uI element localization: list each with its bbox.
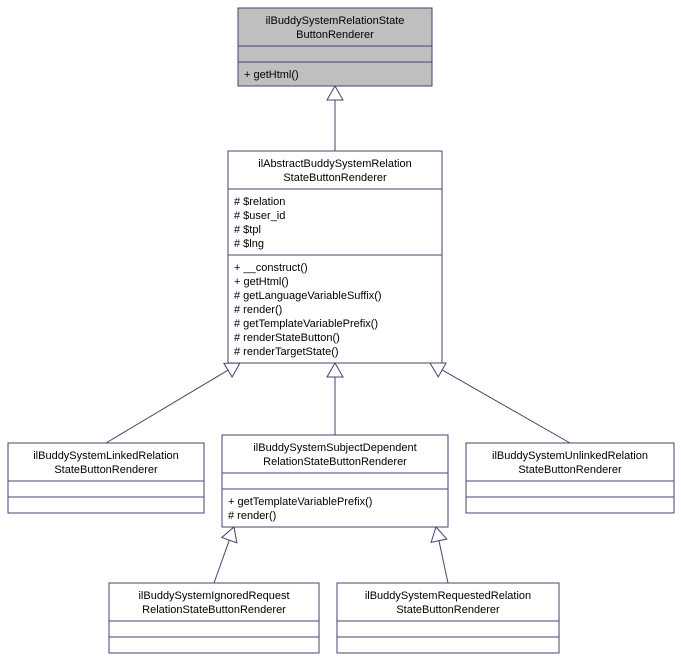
class-title: StateButtonRenderer (54, 464, 158, 476)
class-op: # getTemplateVariablePrefix() (234, 318, 378, 330)
class-op: + getHtml() (234, 276, 289, 288)
class-op: # getLanguageVariableSuffix() (234, 290, 382, 302)
class-attr: # $lng (234, 238, 264, 250)
class-title: ilAbstractBuddySystemRelation (258, 158, 411, 170)
class-unlinked: ilBuddySystemUnlinkedRelation StateButton… (466, 443, 674, 513)
class-op: + getTemplateVariablePrefix() (228, 496, 372, 508)
class-op: + __construct() (234, 262, 308, 274)
class-title: ilBuddySystemLinkedRelation (33, 450, 179, 462)
class-title: ilBuddySystemUnlinkedRelation (492, 450, 648, 462)
class-op: # renderStateButton() (234, 332, 340, 344)
class-abstract: ilAbstractBuddySystemRelation StateButton… (228, 151, 442, 363)
class-title: ilBuddySystemSubjectDependent (253, 442, 416, 454)
class-title: RelationStateButtonRenderer (142, 604, 286, 616)
class-ignored: ilBuddySystemIgnoredRequest RelationState… (109, 583, 319, 653)
class-title: ilBuddySystemIgnoredRequest (138, 590, 289, 602)
class-title: ButtonRenderer (296, 29, 374, 41)
class-op: # render() (228, 510, 276, 522)
class-title: ilBuddySystemRequestedRelation (365, 590, 531, 602)
class-requested: ilBuddySystemRequestedRelation StateButto… (337, 583, 559, 653)
class-op: + getHtml() (244, 69, 299, 81)
class-title: ilBuddySystemRelationState (266, 15, 405, 27)
class-op: # render() (234, 304, 282, 316)
class-linked: ilBuddySystemLinkedRelation StateButtonRe… (8, 443, 204, 513)
class-root: ilBuddySystemRelationState ButtonRenderer… (238, 8, 432, 86)
class-subject: ilBuddySystemSubjectDependent RelationSta… (222, 435, 448, 527)
class-op: # renderTargetState() (234, 346, 339, 358)
class-title: RelationStateButtonRenderer (263, 456, 407, 468)
class-title: StateButtonRenderer (396, 604, 500, 616)
class-title: StateButtonRenderer (518, 464, 622, 476)
class-attr: # $user_id (234, 210, 285, 222)
class-attr: # $relation (234, 196, 285, 208)
class-title: StateButtonRenderer (283, 172, 387, 184)
class-attr: # $tpl (234, 224, 261, 236)
